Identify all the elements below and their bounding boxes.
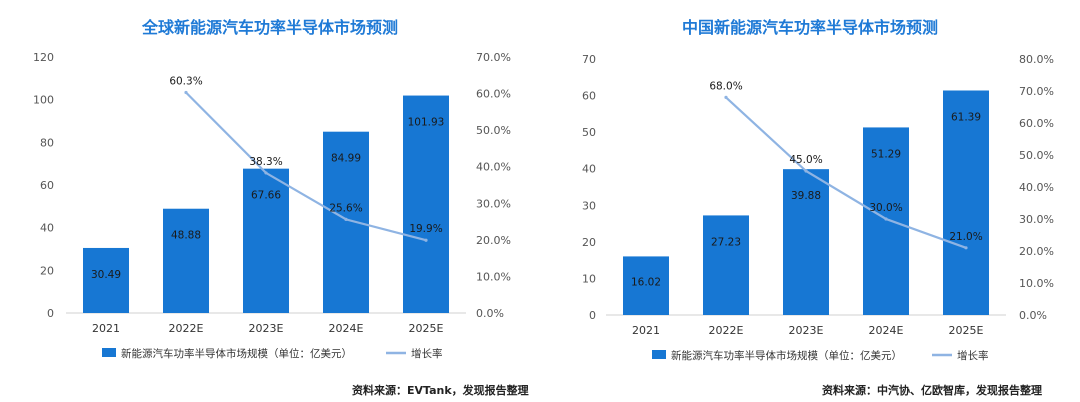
y-right-tick-label: 20.0%: [476, 234, 511, 247]
chart-title: 全球新能源汽车功率半导体市场预测: [141, 18, 398, 37]
x-tick-label: 2021: [632, 324, 660, 337]
y-right-tick-label: 40.0%: [476, 161, 511, 174]
y-right-tick-label: 30.0%: [476, 197, 511, 210]
x-tick-label: 2022E: [709, 324, 744, 337]
growth-rate-line: [185, 91, 427, 242]
x-tick-label: 2024E: [869, 324, 904, 337]
growth-rate-point: [884, 217, 888, 221]
y-left-tick-label: 20: [582, 236, 596, 249]
bar: [243, 168, 289, 313]
bar-value-label: 48.88: [171, 230, 201, 242]
growth-rate-point: [724, 95, 728, 99]
y-left-tick-label: 0: [47, 307, 54, 320]
x-tick-label: 2023E: [789, 324, 824, 337]
bar-value-label: 30.49: [91, 269, 121, 281]
y-left-tick-label: 40: [582, 163, 596, 176]
bar: [83, 247, 129, 313]
bar: [783, 169, 829, 315]
x-tick-label: 2021: [92, 322, 120, 335]
bar: [943, 90, 989, 315]
legend-line-label: 增长率: [957, 349, 989, 362]
y-left-tick-label: 40: [40, 222, 54, 235]
chart-panel-china: 中国新能源汽车功率半导体市场预测 0 10 20 30 40 50 60 70 0.0% 10.0…: [540, 0, 1080, 402]
bar: [863, 127, 909, 315]
x-tick-label: 2025E: [409, 322, 444, 335]
growth-rate-label: 68.0%: [709, 80, 742, 92]
legend-bar-label: 新能源汽车功率半导体市场规模（单位：亿美元）: [121, 347, 352, 360]
chart-svg-global: 0 20 40 60 80 100 120 0.0% 10.0% 20.0% 30.0% 40.0% 5…: [33, 51, 511, 360]
growth-rate-label: 21.0%: [949, 231, 982, 243]
y-right-tick-label: 60.0%: [476, 88, 511, 101]
legend-bar-swatch: [652, 350, 666, 359]
y-right-tick-label: 20.0%: [1019, 245, 1054, 258]
growth-rate-line: [725, 96, 967, 249]
growth-rate-label: 25.6%: [329, 202, 362, 214]
y-right-tick-label: 30.0%: [1019, 213, 1054, 226]
y-left-tick-label: 0: [589, 309, 596, 322]
x-tick-label: 2022E: [169, 322, 204, 335]
y-left-tick-label: 50: [582, 126, 596, 139]
y-right-tick-label: 0.0%: [476, 307, 504, 320]
growth-rate-label: 19.9%: [409, 223, 442, 235]
chart-panel-global: 全球新能源汽车功率半导体市场预测 0 20 40 60 80 100 120 0.0% 10.0…: [33, 18, 529, 397]
bar-value-label: 27.23: [711, 236, 741, 248]
x-tick-label: 2024E: [329, 322, 364, 335]
growth-rate-label: 60.3%: [169, 75, 202, 87]
y-left-tick-label: 20: [40, 264, 54, 277]
growth-rate-point: [964, 246, 968, 250]
bar-value-label: 101.93: [408, 117, 445, 129]
y-right-tick-label: 50.0%: [1019, 149, 1054, 162]
growth-rate-point: [424, 238, 428, 242]
bar-value-label: 61.39: [951, 111, 981, 123]
growth-rate-point: [184, 90, 188, 95]
y-left-tick-label: 70: [582, 53, 596, 66]
y-right-tick-label: 10.0%: [476, 270, 511, 283]
y-right-tick-label: 40.0%: [1019, 181, 1054, 194]
bar: [703, 215, 749, 315]
source-note: 资料来源：EVTank，发现报告整理: [352, 384, 529, 397]
bar: [623, 256, 669, 315]
x-tick-label: 2025E: [949, 324, 984, 337]
legend-bar-swatch: [102, 348, 116, 357]
y-right-tick-label: 80.0%: [1019, 53, 1054, 66]
y-right-tick-label: 70.0%: [1019, 85, 1054, 98]
y-right-tick-label: 60.0%: [1019, 117, 1054, 130]
y-right-tick-label: 10.0%: [1019, 277, 1054, 290]
y-left-tick-label: 10: [582, 272, 596, 285]
bar: [403, 95, 449, 313]
growth-rate-point: [804, 169, 808, 173]
growth-rate-point: [344, 217, 348, 221]
y-right-tick-label: 0.0%: [1019, 309, 1047, 322]
y-left-tick-label: 30: [582, 199, 596, 212]
bar: [163, 208, 209, 313]
chart-title: 中国新能源汽车功率半导体市场预测: [681, 18, 938, 37]
y-right-tick-label: 50.0%: [476, 124, 511, 137]
chart-svg-china: 0 10 20 30 40 50 60 70 0.0% 10.0% 20.0% 30.0% 40.0% 5…: [582, 53, 1054, 362]
bar-value-label: 67.66: [251, 190, 281, 202]
bar-value-label: 51.29: [871, 148, 901, 160]
source-note: 资料来源：中汽协、亿欧智库，发现报告整理: [822, 384, 1042, 397]
growth-rate-label: 38.3%: [249, 156, 282, 168]
legend-bar-label: 新能源汽车功率半导体市场规模（单位：亿美元）: [671, 349, 902, 362]
y-left-tick-label: 100: [33, 94, 54, 107]
bar-value-label: 16.02: [631, 277, 661, 289]
growth-rate-label: 45.0%: [789, 154, 822, 166]
bar-value-label: 84.99: [331, 153, 361, 165]
y-left-tick-label: 120: [33, 51, 54, 64]
growth-rate-point: [264, 171, 268, 175]
bar-value-label: 39.88: [791, 190, 821, 202]
y-right-tick-label: 70.0%: [476, 51, 511, 64]
x-tick-label: 2023E: [249, 322, 284, 335]
y-left-tick-label: 80: [40, 136, 54, 149]
growth-rate-label: 30.0%: [869, 202, 902, 214]
legend-line-label: 增长率: [411, 347, 443, 360]
y-left-tick-label: 60: [40, 179, 54, 192]
y-left-tick-label: 60: [582, 90, 596, 103]
